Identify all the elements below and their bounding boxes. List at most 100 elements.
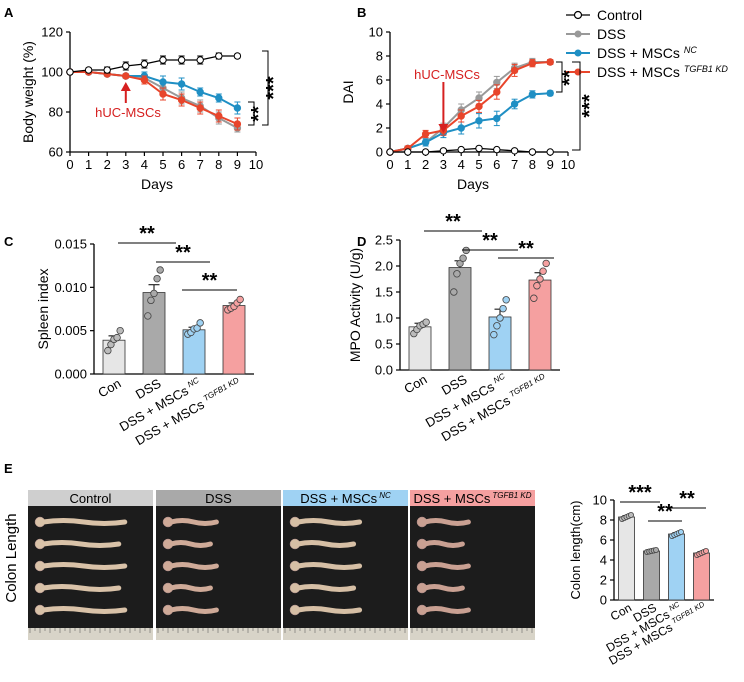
x-tick-label: 10 xyxy=(249,157,263,172)
x-category-label: Con xyxy=(401,372,429,397)
x-tick-label: 3 xyxy=(440,157,447,172)
data-point xyxy=(159,78,167,86)
y-tick-label: 100 xyxy=(41,65,63,80)
y-tick-label: 2.0 xyxy=(375,259,393,274)
series-kd xyxy=(386,58,554,156)
treatment-arrow-head xyxy=(120,82,131,91)
data-point xyxy=(196,88,204,96)
data-point xyxy=(546,89,554,97)
data-point xyxy=(122,62,130,70)
colon-segment xyxy=(422,518,471,526)
y-tick-label: 1.5 xyxy=(375,285,393,300)
sig-label: ** xyxy=(679,488,695,510)
y-tick-label: 6 xyxy=(376,73,383,88)
data-point xyxy=(533,282,541,290)
data-point xyxy=(422,318,430,326)
x-axis-title: Days xyxy=(457,176,489,192)
colon-segment xyxy=(40,562,128,570)
sig-bracket-outer xyxy=(262,50,269,126)
data-point xyxy=(233,104,242,112)
photo-header-label: DSS xyxy=(205,491,232,506)
data-point xyxy=(493,145,501,154)
bar-group-0 xyxy=(618,512,635,601)
chart-d-mpo-activity: 0.0 0.5 1.0 1.5 2.0 2.5 MPO Activity (U/g) Con D… xyxy=(347,211,560,444)
photo-background xyxy=(156,506,281,640)
data-point xyxy=(496,314,504,322)
x-tick-label: 5 xyxy=(159,157,166,172)
legend-label-nc: DSS + MSCs NC xyxy=(597,45,697,61)
data-point xyxy=(627,512,634,519)
colon-segment xyxy=(422,562,471,570)
x-tick-label: 7 xyxy=(197,157,204,172)
panel-label-d: D xyxy=(357,234,366,249)
treatment-label: hUC-MSCs xyxy=(414,67,480,82)
sig-label-inner: ** xyxy=(248,106,270,122)
colon-segment xyxy=(295,584,357,592)
legend-entry-nc: DSS + MSCs NC xyxy=(566,45,697,61)
bar-group-3 xyxy=(528,259,552,371)
legend-label-dss: DSS xyxy=(597,26,626,42)
x-tick-label: 4 xyxy=(141,157,148,172)
data-point xyxy=(457,112,465,120)
photo-background xyxy=(410,506,535,640)
y-axis-title: DAI xyxy=(340,80,356,103)
data-point xyxy=(542,259,550,268)
data-point xyxy=(421,130,430,138)
x-tick-label: 1 xyxy=(85,157,92,172)
colon-segment xyxy=(40,540,122,548)
bar xyxy=(448,267,472,371)
photo-background xyxy=(28,506,153,640)
colon-segment xyxy=(168,584,213,592)
sig-label-outer: *** xyxy=(263,76,285,100)
data-point xyxy=(156,266,164,274)
colon-segment xyxy=(295,562,363,570)
y-tick-label: 8 xyxy=(600,513,607,528)
x-tick-label: 4 xyxy=(458,157,465,172)
data-point xyxy=(530,294,538,302)
series-line xyxy=(70,71,238,109)
sig-label-outer: *** xyxy=(579,94,601,118)
bar xyxy=(528,279,552,371)
data-point xyxy=(386,148,394,156)
x-tick-label: 2 xyxy=(104,157,111,172)
data-point xyxy=(233,52,242,60)
bar xyxy=(618,516,635,601)
y-tick-label: 0.005 xyxy=(54,323,87,338)
sig-label: ** xyxy=(202,270,218,292)
bar xyxy=(643,550,660,601)
series-line xyxy=(70,71,238,125)
photo-header-label: Control xyxy=(70,491,112,506)
bar-group-1 xyxy=(142,266,166,375)
data-point xyxy=(404,148,412,156)
x-tick-label: 9 xyxy=(547,157,554,172)
panel-label-c: C xyxy=(4,234,14,249)
data-point xyxy=(457,145,465,154)
data-point xyxy=(528,59,537,67)
data-point xyxy=(510,66,519,75)
y-tick-label: 0 xyxy=(600,593,607,608)
legend-label-kd: DSS + MSCs TGFB1 KD xyxy=(597,64,728,80)
series-control xyxy=(66,52,242,76)
x-tick-label: 0 xyxy=(66,157,73,172)
bar-group-3 xyxy=(222,295,246,375)
y-tick-label: 0.015 xyxy=(54,237,87,252)
bar-group-1 xyxy=(643,547,660,601)
data-point xyxy=(116,326,124,335)
y-tick-label: 2 xyxy=(376,121,383,136)
data-point xyxy=(499,304,507,313)
sig-label: ** xyxy=(445,211,461,233)
data-point xyxy=(490,330,498,339)
x-category-label: Con xyxy=(95,376,123,401)
data-point xyxy=(475,117,483,125)
data-point xyxy=(510,100,519,108)
legend-entry-kd: DSS + MSCs TGFB1 KD xyxy=(566,64,728,80)
y-tick-label: 10 xyxy=(369,25,383,40)
colon-photos: Control DSS DSS + MSCs NC DSS + MSCs TGFB1 KD xyxy=(28,490,535,640)
legend-entry-control: Control xyxy=(566,7,642,23)
series-line xyxy=(390,147,551,153)
photo-header xyxy=(283,490,408,506)
y-tick-label: 0.0 xyxy=(375,363,393,378)
y-tick-label: 120 xyxy=(41,25,63,40)
